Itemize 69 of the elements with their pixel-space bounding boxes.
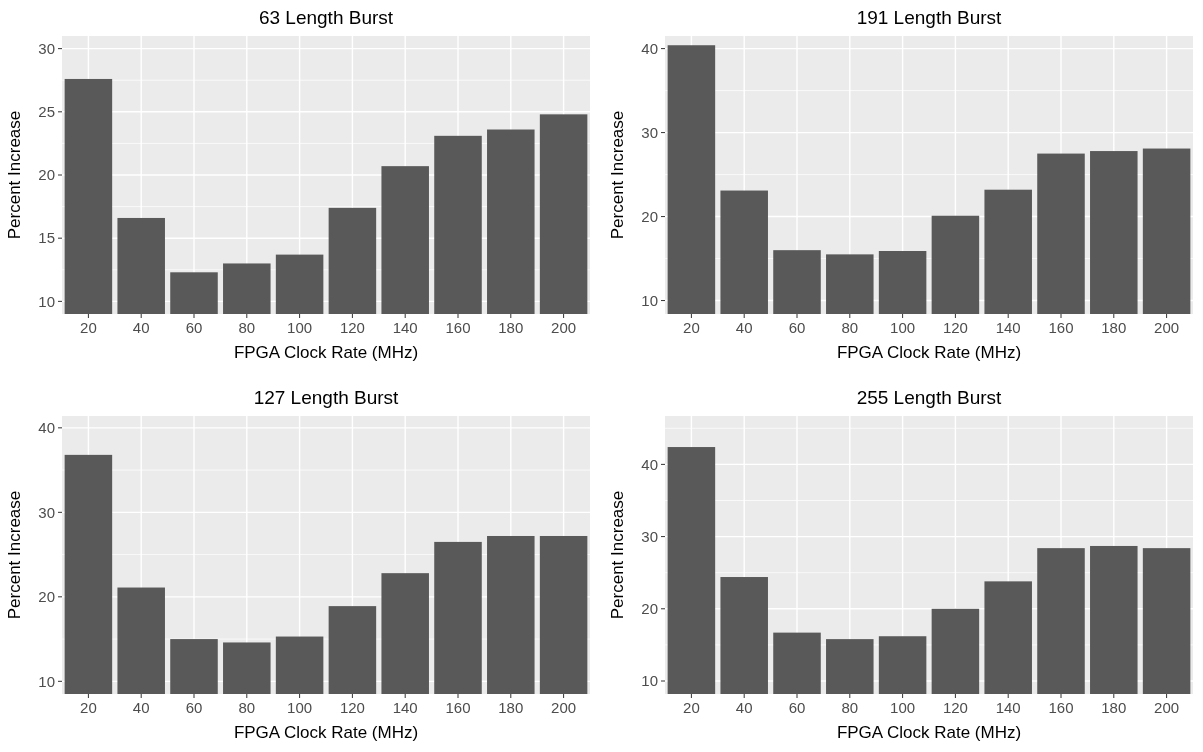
y-tick-label: 40 xyxy=(641,39,658,57)
y-tick-label: 10 xyxy=(38,672,55,690)
y-tick-label: 40 xyxy=(38,419,55,437)
x-tick-label: 140 xyxy=(392,699,418,716)
y-tick-label: 25 xyxy=(38,103,55,121)
x-tick-label: 140 xyxy=(392,319,418,336)
y-tick-label: 15 xyxy=(38,229,55,247)
x-tick-label: 40 xyxy=(132,699,150,716)
y-tick-label: 30 xyxy=(641,527,658,545)
x-tick-label: 20 xyxy=(683,319,700,336)
x-tick-label: 100 xyxy=(287,319,313,336)
x-tick-label: 180 xyxy=(1101,699,1127,716)
x-tick-label: 80 xyxy=(841,319,859,336)
x-tick-label: 180 xyxy=(498,699,524,716)
x-tick-label: 200 xyxy=(1154,699,1180,716)
x-tick-label: 180 xyxy=(1101,319,1127,336)
x-tick-label: 80 xyxy=(238,699,256,716)
y-tick-label: 20 xyxy=(38,166,55,184)
x-tick-label: 60 xyxy=(185,699,203,716)
y-tick-label: 20 xyxy=(641,207,658,225)
x-tick-label: 40 xyxy=(132,319,150,336)
x-tick-label: 120 xyxy=(942,699,968,716)
x-axis-title: FPGA Clock Rate (MHz) xyxy=(836,723,1022,742)
x-tick-label: 140 xyxy=(995,699,1021,716)
x-axis-title: FPGA Clock Rate (MHz) xyxy=(836,343,1022,362)
x-tick-label: 20 xyxy=(80,699,97,716)
chart-title: 191 Length Burst xyxy=(856,7,1003,28)
y-tick-label: 40 xyxy=(641,455,658,473)
x-tick-label: 120 xyxy=(942,319,968,336)
x-tick-label: 200 xyxy=(551,319,577,336)
x-tick-label: 100 xyxy=(890,699,916,716)
y-tick-label: 30 xyxy=(641,123,658,141)
x-tick-label: 100 xyxy=(287,699,313,716)
x-tick-label: 200 xyxy=(551,699,577,716)
x-axis-title: FPGA Clock Rate (MHz) xyxy=(233,723,419,742)
chart-title: 255 Length Burst xyxy=(856,387,1003,408)
y-tick-label: 30 xyxy=(38,39,55,57)
x-axis-title: FPGA Clock Rate (MHz) xyxy=(233,343,419,362)
x-tick-label: 120 xyxy=(339,319,365,336)
y-tick-label: 20 xyxy=(641,600,658,618)
x-tick-label: 20 xyxy=(80,319,97,336)
x-tick-label: 160 xyxy=(1048,699,1074,716)
x-tick-label: 160 xyxy=(1048,319,1074,336)
chart-title: 63 Length Burst xyxy=(258,7,394,28)
y-axis-title: Percent Increase xyxy=(5,110,24,240)
x-tick-label: 60 xyxy=(788,699,806,716)
x-tick-label: 60 xyxy=(788,319,806,336)
y-tick-label: 10 xyxy=(641,672,658,690)
x-tick-label: 80 xyxy=(238,319,256,336)
x-tick-label: 100 xyxy=(890,319,916,336)
x-tick-label: 80 xyxy=(841,699,859,716)
x-tick-label: 180 xyxy=(498,319,524,336)
x-tick-label: 120 xyxy=(339,699,365,716)
x-tick-label: 160 xyxy=(445,699,471,716)
y-tick-label: 20 xyxy=(38,588,55,606)
y-axis-title: Percent Increase xyxy=(608,490,627,620)
chart-title: 127 Length Burst xyxy=(253,387,400,408)
y-tick-label: 10 xyxy=(38,292,55,310)
y-axis-title: Percent Increase xyxy=(5,490,24,620)
x-tick-label: 60 xyxy=(185,319,203,336)
x-tick-label: 160 xyxy=(445,319,471,336)
y-axis-title: Percent Increase xyxy=(608,110,627,240)
y-tick-label: 10 xyxy=(641,291,658,309)
x-tick-label: 20 xyxy=(683,699,700,716)
x-tick-label: 40 xyxy=(735,699,753,716)
x-tick-label: 40 xyxy=(735,319,753,336)
x-tick-label: 140 xyxy=(995,319,1021,336)
x-tick-label: 200 xyxy=(1154,319,1180,336)
y-tick-label: 30 xyxy=(38,503,55,521)
